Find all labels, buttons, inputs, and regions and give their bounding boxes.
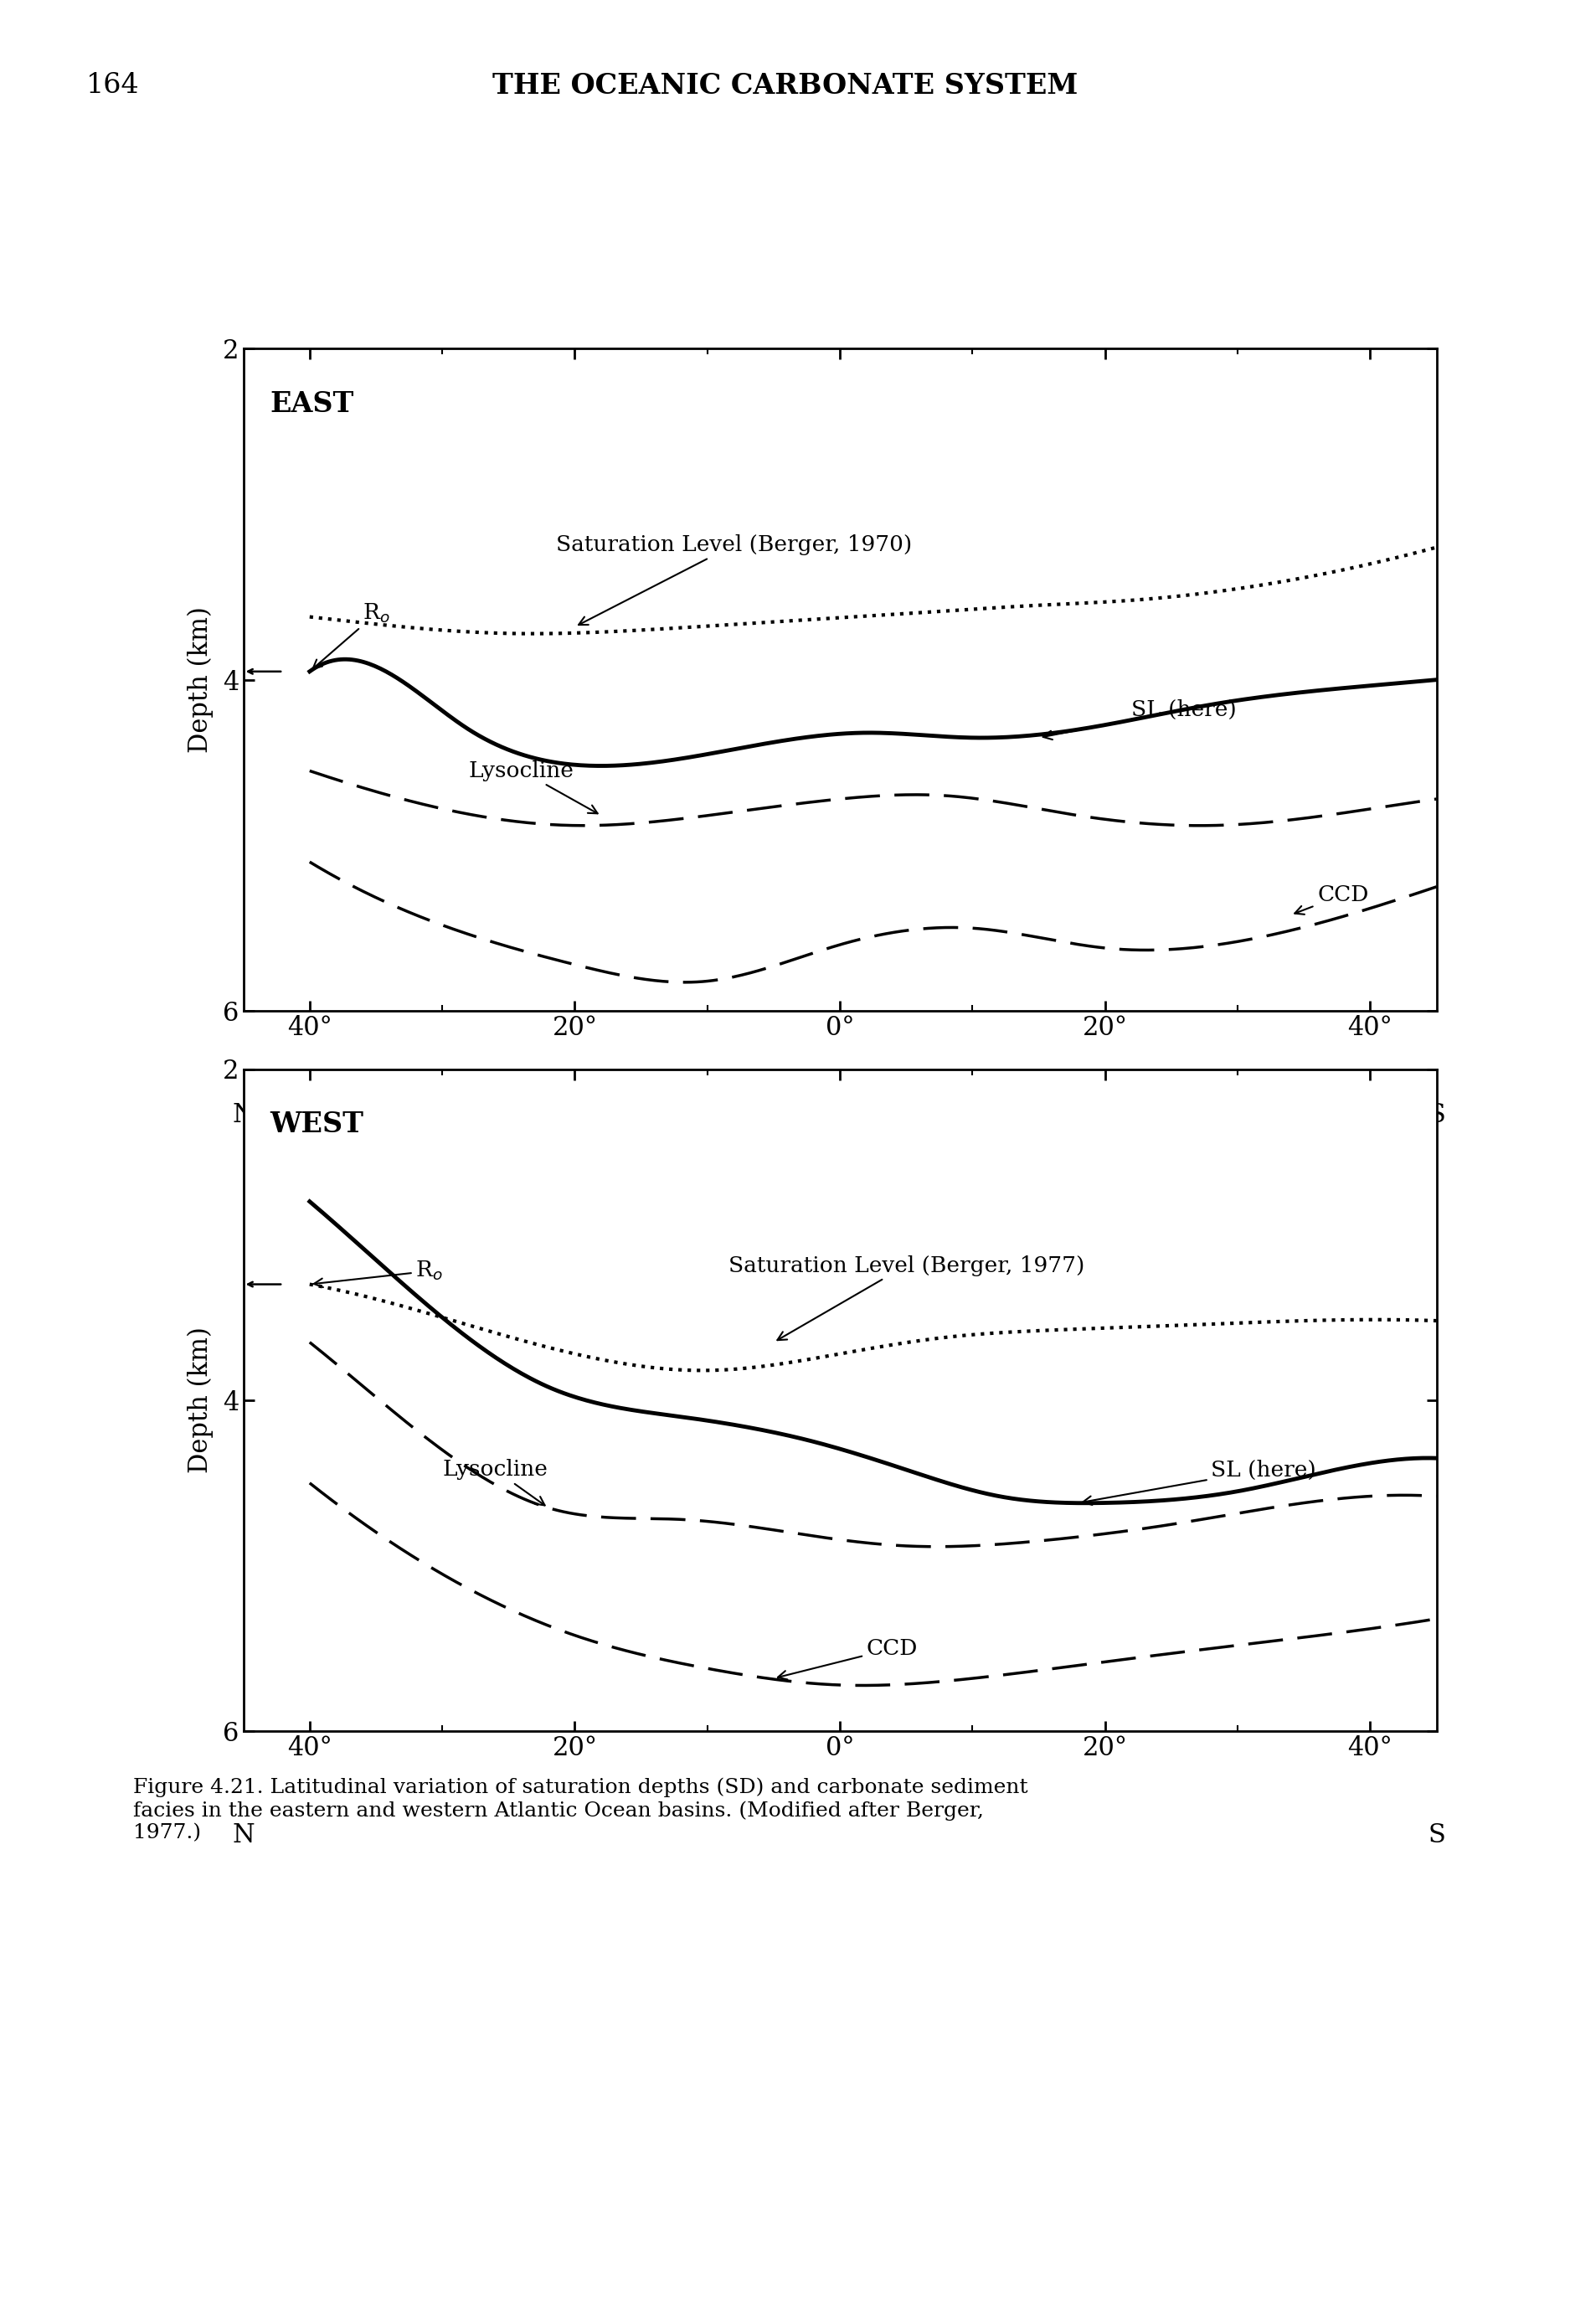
Text: Lysocline: Lysocline xyxy=(443,1459,548,1506)
Text: CCD: CCD xyxy=(1295,885,1369,913)
Text: THE OCEANIC CARBONATE SYSTEM: THE OCEANIC CARBONATE SYSTEM xyxy=(493,72,1077,100)
Text: SL (here): SL (here) xyxy=(1083,1459,1317,1506)
Text: Figure 4.21. Latitudinal variation of saturation depths (SD) and carbonate sedim: Figure 4.21. Latitudinal variation of sa… xyxy=(133,1778,1028,1843)
Text: 164: 164 xyxy=(86,72,140,100)
Text: R$_o$: R$_o$ xyxy=(314,1260,443,1287)
Text: Saturation Level (Berger, 1977): Saturation Level (Berger, 1977) xyxy=(728,1255,1085,1341)
Text: N: N xyxy=(232,1822,254,1848)
Text: SL (here): SL (here) xyxy=(1042,700,1237,739)
Text: EAST: EAST xyxy=(270,390,353,418)
Text: R$_o$: R$_o$ xyxy=(312,602,389,669)
Text: Saturation Level (Berger, 1970): Saturation Level (Berger, 1970) xyxy=(556,535,912,625)
Text: WEST: WEST xyxy=(270,1111,364,1139)
Y-axis label: Depth (km): Depth (km) xyxy=(187,607,214,753)
Text: N: N xyxy=(232,1102,254,1127)
Text: Lysocline: Lysocline xyxy=(469,760,598,813)
Text: S: S xyxy=(1427,1102,1446,1127)
Text: CCD: CCD xyxy=(777,1638,918,1680)
Y-axis label: Depth (km): Depth (km) xyxy=(187,1327,214,1473)
Text: S: S xyxy=(1427,1822,1446,1848)
